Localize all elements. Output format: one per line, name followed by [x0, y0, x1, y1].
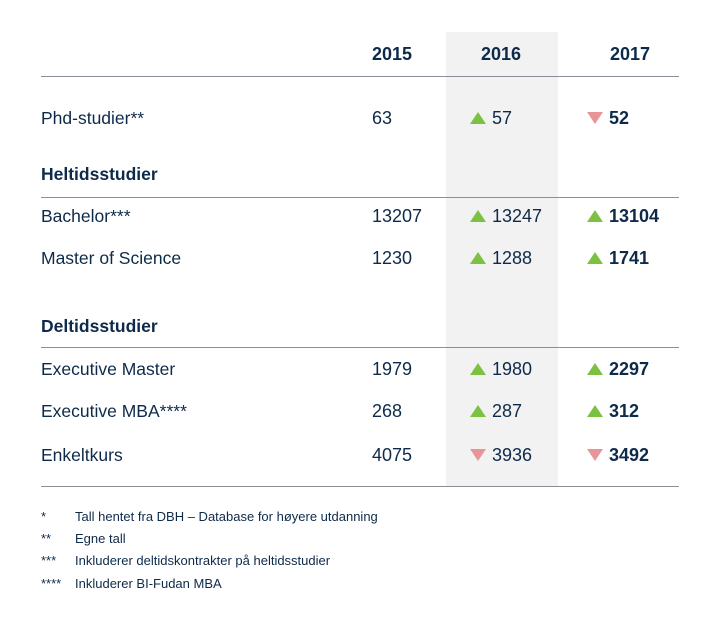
value-bachelor-2016: 13247: [492, 206, 543, 226]
row-label-executive-mba: Executive MBA****: [41, 401, 187, 421]
value-msc-2016: 1288: [492, 248, 533, 268]
value-exec-mba-2017: 312: [609, 401, 640, 421]
value-enkeltkurs-2016: 3936: [492, 445, 533, 465]
table-bottom-divider: [41, 486, 679, 487]
footnote-text: Egne tall: [75, 531, 126, 546]
up-arrow-icon: [470, 210, 486, 222]
value-phd-2017: 52: [609, 108, 630, 128]
up-arrow-icon: [587, 363, 603, 375]
value-exec-master-2017: 2297: [609, 359, 650, 379]
up-arrow-icon: [470, 112, 486, 124]
value-msc-2017: 1741: [609, 248, 650, 268]
footnote-mark: *: [41, 509, 47, 524]
down-arrow-icon: [587, 449, 603, 461]
header-divider: [41, 76, 679, 77]
up-arrow-icon: [470, 363, 486, 375]
row-label-enkeltkurs: Enkeltkurs: [41, 445, 123, 465]
value-bachelor-2017: 13104: [609, 206, 660, 226]
up-arrow-icon: [470, 405, 486, 417]
up-arrow-icon: [587, 252, 603, 264]
value-msc-2015: 1230: [372, 248, 413, 268]
value-phd-2016: 57: [492, 108, 513, 128]
column-header-2017: 2017: [610, 44, 651, 64]
footnote-text: Inkluderer deltidskontrakter på heltidss…: [75, 553, 331, 568]
row-label-bachelor: Bachelor***: [41, 206, 131, 226]
row-label-phd: Phd-studier**: [41, 108, 145, 128]
footnote-text: Inkluderer BI-Fudan MBA: [75, 576, 222, 591]
footnote-mark: ***: [41, 553, 57, 568]
value-phd-2015: 63: [372, 108, 393, 128]
footnote-mark: ****: [41, 576, 62, 591]
footnote-text: Tall hentet fra DBH – Database for høyer…: [75, 509, 378, 524]
up-arrow-icon: [470, 252, 486, 264]
value-exec-mba-2015: 268: [372, 401, 403, 421]
row-label-master-of-science: Master of Science: [41, 248, 182, 268]
footnote-mark: **: [41, 531, 52, 546]
up-arrow-icon: [587, 210, 603, 222]
column-header-2015: 2015: [372, 44, 413, 64]
section-heading-fulltime: Heltidsstudier: [41, 164, 158, 184]
fulltime-divider: [41, 197, 679, 198]
down-arrow-icon: [587, 112, 603, 124]
value-exec-mba-2016: 287: [492, 401, 523, 421]
column-header-2016: 2016: [481, 44, 522, 64]
value-bachelor-2015: 13207: [372, 206, 423, 226]
value-exec-master-2015: 1979: [372, 359, 413, 379]
down-arrow-icon: [470, 449, 486, 461]
highlight-column-2016: [446, 32, 558, 486]
row-label-executive-master: Executive Master: [41, 359, 176, 379]
value-exec-master-2016: 1980: [492, 359, 533, 379]
value-enkeltkurs-2015: 4075: [372, 445, 413, 465]
up-arrow-icon: [587, 405, 603, 417]
value-enkeltkurs-2017: 3492: [609, 445, 650, 465]
section-heading-parttime: Deltidsstudier: [41, 316, 158, 336]
parttime-divider: [41, 347, 679, 348]
